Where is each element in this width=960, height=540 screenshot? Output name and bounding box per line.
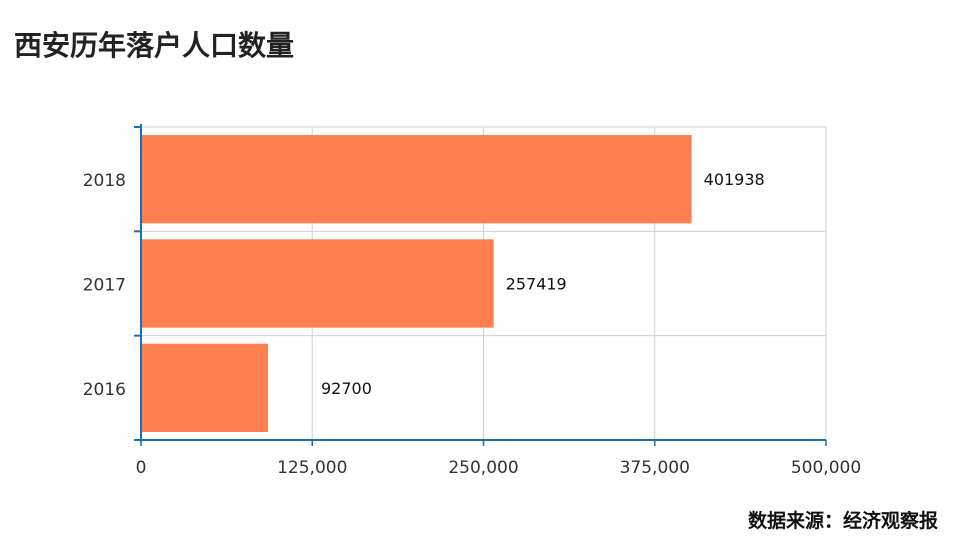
- bar-2016: [141, 343, 268, 432]
- bar-2017: [141, 239, 494, 328]
- y-tick-label: 2018: [83, 171, 126, 191]
- x-tick-labels: 0 125,000 250,000 375,000 500,000: [136, 458, 862, 478]
- source-note: 数据来源：经济观察报: [747, 510, 938, 532]
- x-tick-label: 250,000: [448, 458, 518, 478]
- bars: [141, 135, 692, 432]
- x-tick-label: 375,000: [620, 458, 690, 478]
- x-tick-label: 125,000: [277, 458, 347, 478]
- data-labels: 401938 257419 92700: [321, 170, 765, 398]
- chart-title: 西安历年落户人口数量: [14, 29, 295, 62]
- y-tick-label: 2017: [83, 276, 126, 296]
- x-tick-label: 500,000: [791, 458, 861, 478]
- data-label: 257419: [506, 275, 567, 294]
- data-label: 401938: [704, 170, 765, 189]
- axes: [134, 124, 827, 446]
- y-tick-label: 2016: [83, 380, 126, 400]
- y-tick-labels: 2018 2017 2016: [83, 171, 126, 400]
- x-tick-label: 0: [136, 458, 147, 478]
- bar-2018: [141, 135, 692, 224]
- data-label: 92700: [321, 379, 372, 398]
